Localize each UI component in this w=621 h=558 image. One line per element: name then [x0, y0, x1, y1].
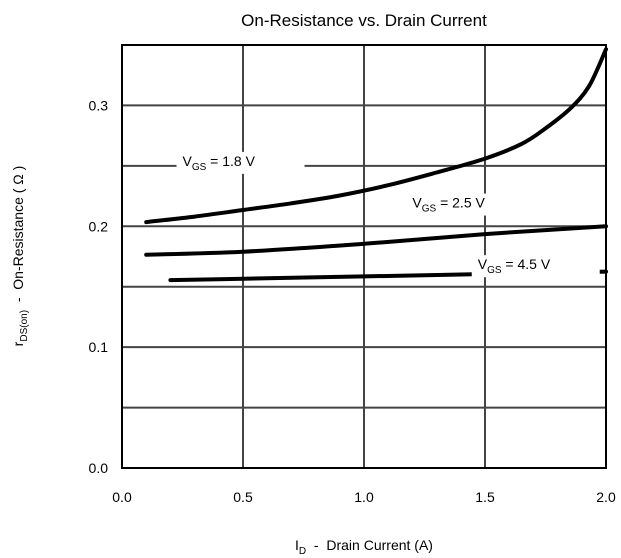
x-axis-label: ID - Drain Current (A): [295, 537, 433, 557]
x-tick-labels: 0.0 0.5 1.0 1.5 2.0: [112, 489, 616, 505]
series-label-bg-2: [471, 255, 600, 278]
y-axis-label-rest: - On-Resistance ( Ω ): [10, 166, 26, 310]
y-axis-label-main: r: [10, 341, 26, 346]
y-axis-label-sub: DS(on): [19, 310, 30, 342]
x-axis-label-sub: D: [299, 546, 306, 557]
chart-title: On-Resistance vs. Drain Current: [241, 11, 487, 30]
y-tick-label-3: 0.3: [89, 97, 109, 113]
series-label-bg-1: [406, 193, 535, 216]
y-axis-label: rDS(on) - On-Resistance ( Ω ): [10, 166, 30, 347]
series-label-2: VGS = 4.5 V: [478, 256, 551, 276]
x-tick-label-1: 0.5: [233, 489, 253, 505]
series-line-1: [144, 224, 608, 257]
x-tick-label-3: 1.5: [475, 489, 495, 505]
y-tick-labels: 0.0 0.1 0.2 0.3: [89, 97, 109, 476]
series-label-1: VGS = 2.5 V: [412, 195, 485, 215]
y-tick-label-1: 0.1: [89, 339, 109, 355]
series-labels: VGS = 1.8 V VGS = 2.5 V VGS = 4.5 V: [176, 151, 600, 278]
series-label-0: VGS = 1.8 V: [183, 153, 256, 173]
x-axis-label-main: I: [295, 537, 299, 553]
plot-frame: [121, 44, 607, 469]
x-tick-label-4: 2.0: [596, 489, 616, 505]
x-axis-label-rest: - Drain Current (A): [306, 537, 433, 553]
x-tick-label-0: 0.0: [112, 489, 132, 505]
y-tick-label-0: 0.0: [89, 460, 109, 476]
series-line-0: [144, 47, 608, 225]
y-tick-label-2: 0.2: [89, 218, 109, 234]
series-label-bg-0: [176, 151, 305, 174]
x-tick-label-2: 1.0: [354, 489, 374, 505]
